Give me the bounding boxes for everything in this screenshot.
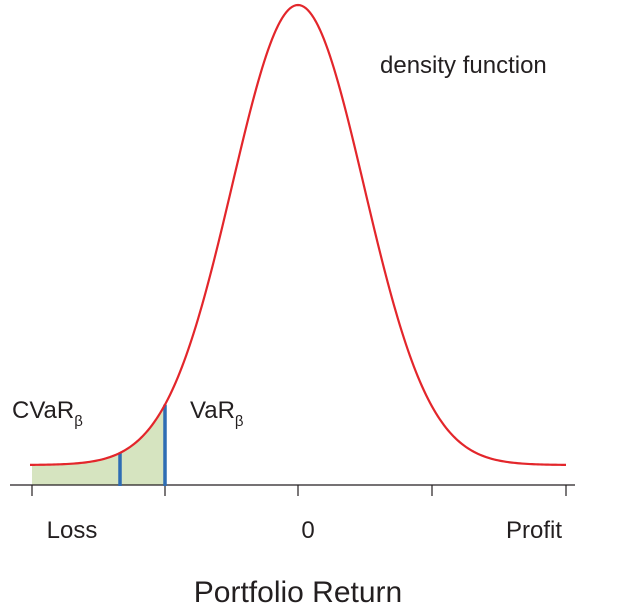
left-label: Loss: [47, 517, 98, 544]
cvar-label: CVaRβ: [12, 397, 83, 430]
axis-ticks: [31, 485, 567, 496]
cvar-subscript: β: [74, 413, 83, 430]
axis-title: Portfolio Return: [194, 576, 402, 609]
var-subscript: β: [235, 413, 244, 430]
cvar-text: CVaR: [12, 397, 74, 424]
var-text: VaR: [190, 397, 235, 424]
density-curve: [29, 3, 567, 466]
curve-label: density function: [380, 52, 547, 79]
var-label: VaRβ: [190, 397, 244, 430]
center-label: 0: [301, 517, 314, 544]
right-label: Profit: [506, 517, 562, 544]
